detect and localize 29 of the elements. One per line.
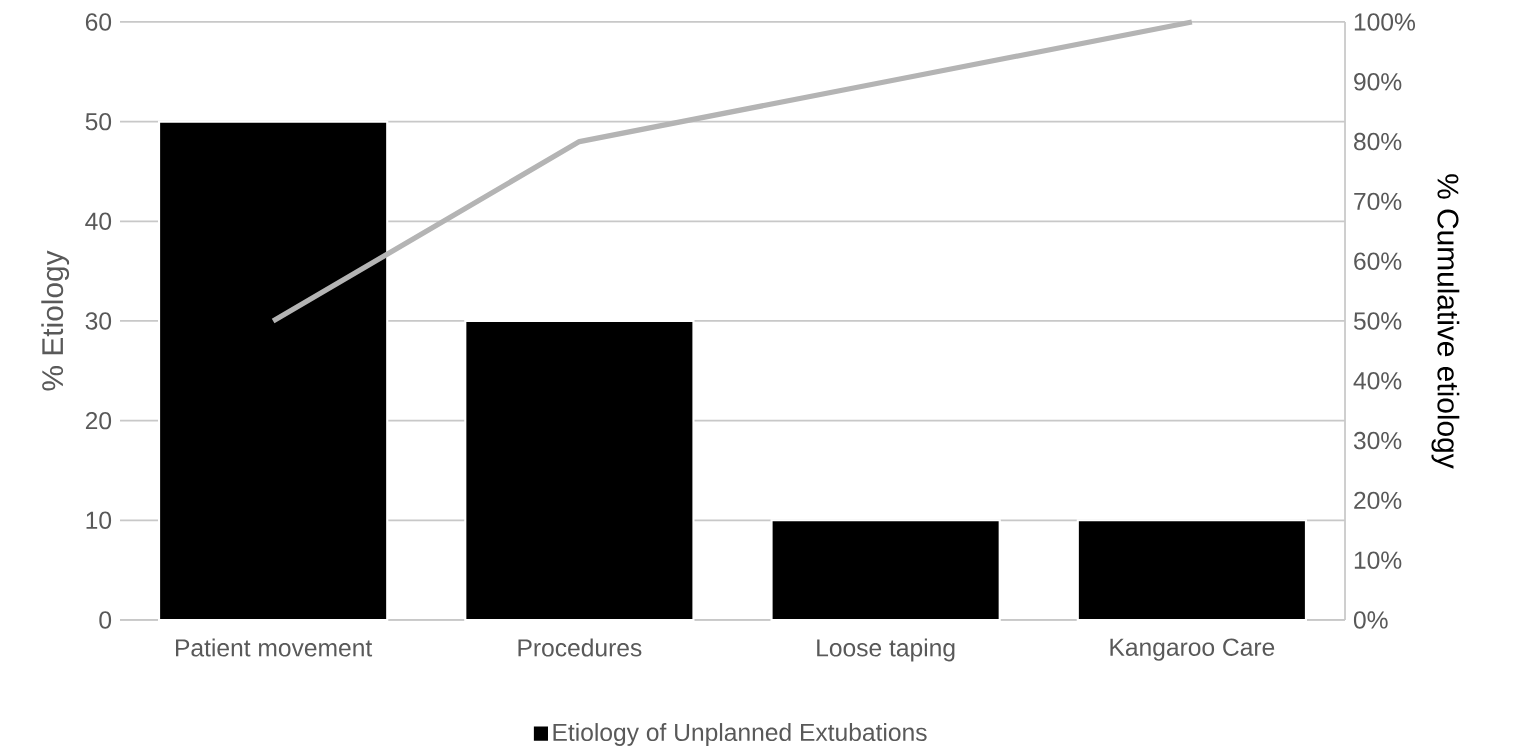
y2-tick-label: 80% [1354, 132, 1402, 151]
y2-tick-label: 20% [1354, 491, 1402, 510]
y2-tick-label: 90% [1354, 73, 1402, 91]
x-tick-label: Procedures [518, 638, 642, 657]
y-tick-label: 60 [85, 13, 112, 31]
legend-label: Etiology of Unplanned Extubations [553, 723, 927, 746]
y-tick-label: 10 [86, 511, 112, 530]
bar [158, 120, 389, 622]
y2-tick-label: 10% [1354, 551, 1402, 569]
bar [770, 519, 1001, 622]
y-tick-label: 50 [85, 112, 112, 131]
bar [1076, 519, 1308, 622]
y-tick-label: 20 [85, 411, 112, 430]
y2-tick-label: 50% [1353, 312, 1402, 330]
y-tick-label: 30 [85, 312, 112, 330]
y2-tick-label: 30% [1353, 431, 1402, 450]
y2-tick-label: 40% [1353, 372, 1402, 390]
x-tick-label: Loose taping [817, 638, 955, 662]
y-tick-label: 0 [99, 611, 112, 629]
y2-tick-label: 0% [1353, 611, 1388, 629]
y2-tick-label: 70% [1354, 192, 1402, 211]
y-axis-title: % Etiology [41, 250, 70, 391]
y2-tick-label: 60% [1354, 252, 1402, 270]
y2-axis-title: % Cumulative etiology [1431, 174, 1460, 469]
x-tick-label: Kangaroo Care [1110, 638, 1275, 661]
x-tick-label: Patient movement [176, 638, 373, 657]
bar [464, 319, 695, 622]
y2-tick-label: 100% [1354, 13, 1416, 31]
y-tick-label: 40 [85, 212, 112, 231]
